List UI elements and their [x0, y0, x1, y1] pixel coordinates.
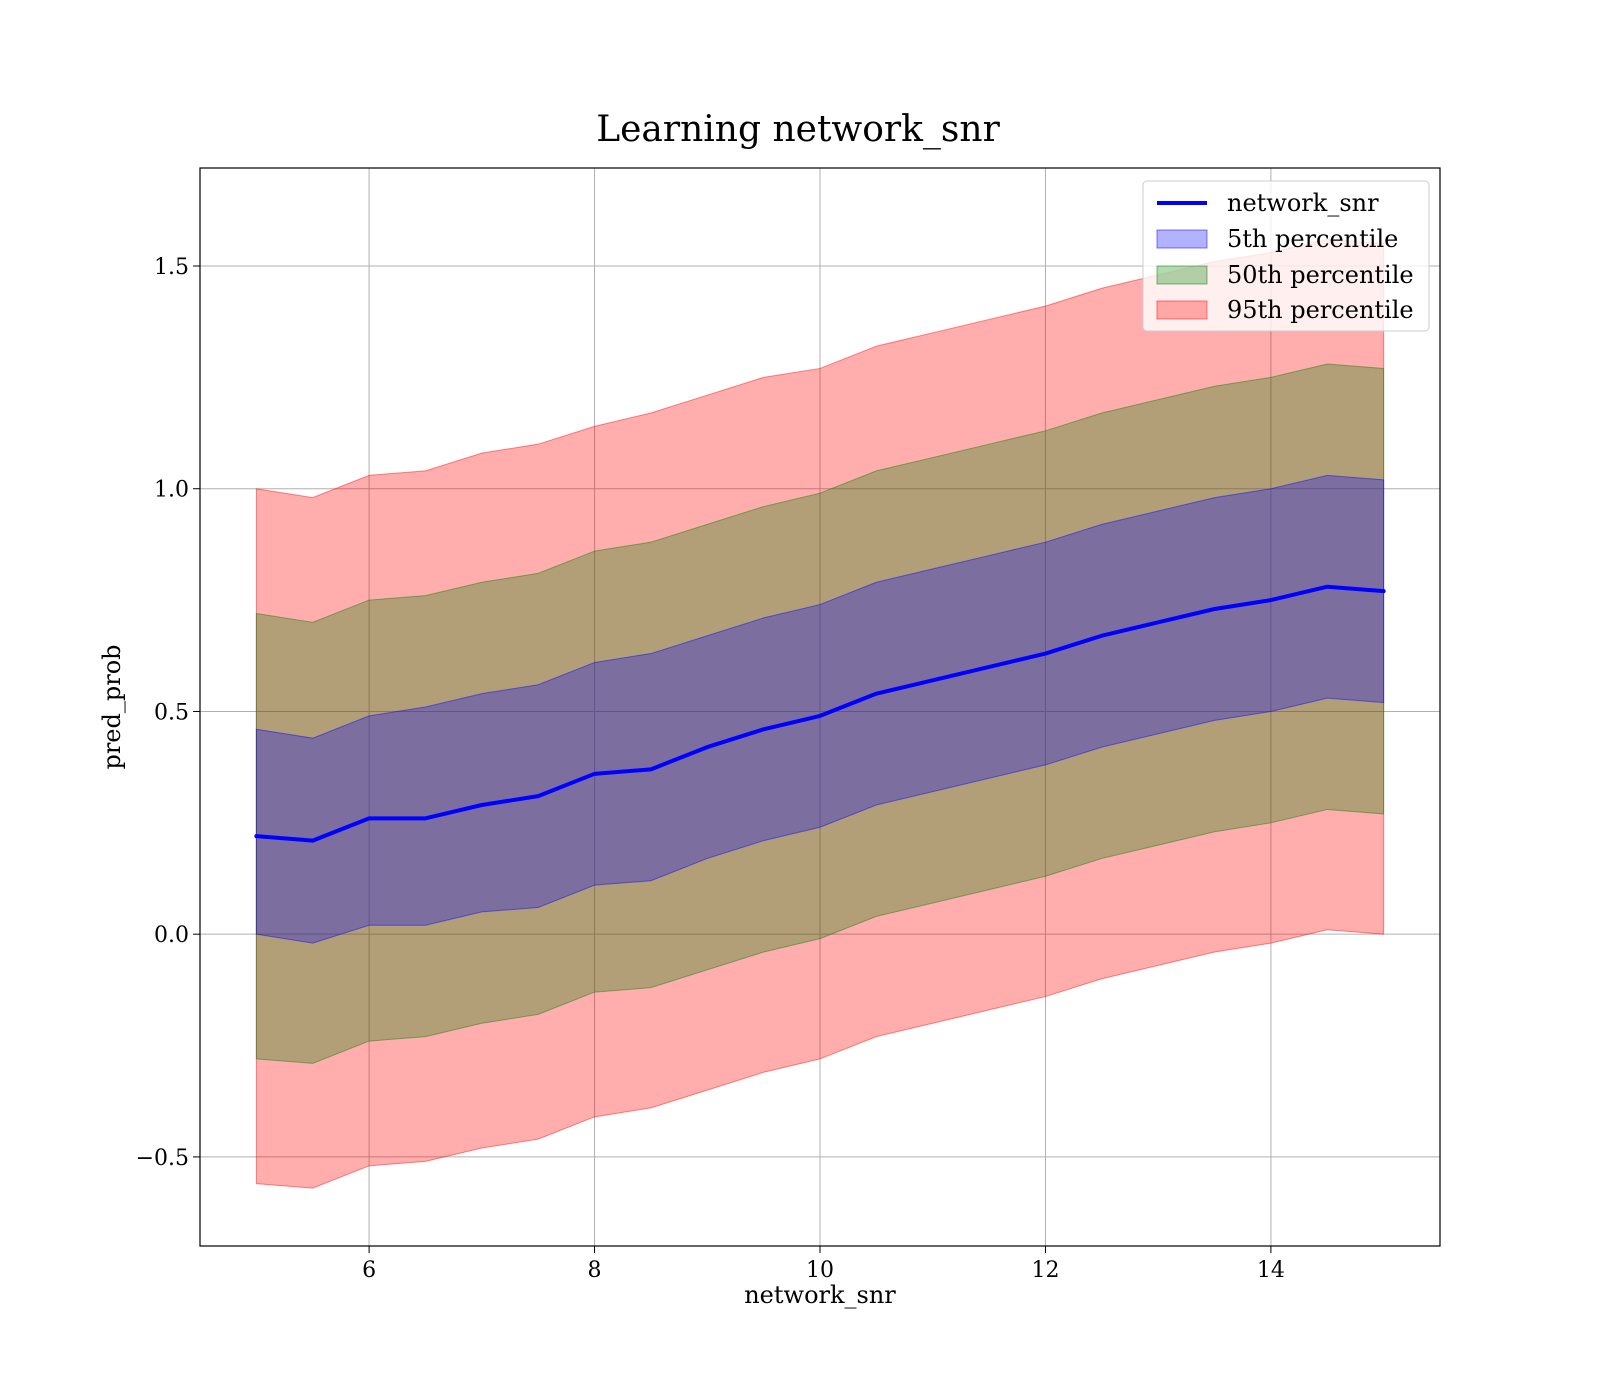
- x-axis-label: network_snr: [744, 1281, 896, 1309]
- y-axis-label: pred_prob: [98, 644, 126, 769]
- band-95th-percentile: [255, 238, 1385, 1189]
- legend-label-5th-percentile: 5th percentile: [1227, 225, 1398, 253]
- legend-label-95th-percentile: 95th percentile: [1227, 296, 1414, 324]
- y-tick-label: 1.0: [154, 478, 189, 503]
- bands: [255, 238, 1385, 1189]
- x-tick-label: 14: [1257, 1258, 1285, 1283]
- legend-swatch-50th-percentile: [1156, 265, 1208, 285]
- legend-frame: [1142, 180, 1430, 332]
- x-tick-label: 10: [806, 1258, 834, 1283]
- legend-swatch-95th-percentile: [1156, 300, 1208, 320]
- chart-title: Learning network_snr: [596, 109, 1000, 150]
- band-50th-percentile: [255, 363, 1385, 1064]
- x-tick-label: 6: [362, 1258, 376, 1283]
- band-5th-percentile: [255, 474, 1385, 944]
- y-tick-label: 0.0: [154, 923, 189, 948]
- y-tick-label: −0.5: [136, 1146, 189, 1171]
- legend-label-50th-percentile: 50th percentile: [1227, 261, 1414, 289]
- x-tick-label: 12: [1031, 1258, 1059, 1283]
- y-tick-label: 1.5: [154, 255, 189, 280]
- lines: [254, 584, 1386, 843]
- x-tick-label: 8: [588, 1258, 602, 1283]
- tick-labels: 6 8 10 12 14 −0.5 0.0 0.5 1.0 1.5: [136, 255, 1285, 1283]
- y-tick-label: 0.5: [154, 700, 189, 725]
- series-line-network-snr: [254, 584, 1386, 843]
- ticks: [193, 265, 1272, 1253]
- legend[interactable]: network_snr 5th percentile 50th percentile…: [1142, 180, 1430, 332]
- legend-label-network-snr: network_snr: [1227, 189, 1379, 217]
- legend-swatch-5th-percentile: [1156, 229, 1208, 249]
